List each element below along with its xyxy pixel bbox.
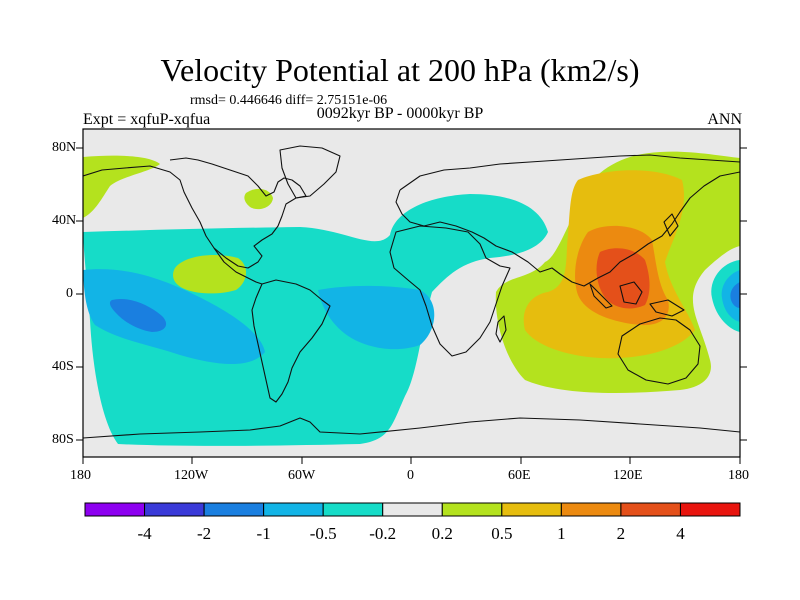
coast-japan xyxy=(663,213,679,237)
colorbar-box-7 xyxy=(501,502,562,517)
colorbar-box-5 xyxy=(382,502,443,517)
coastlines xyxy=(83,145,740,439)
coast-central-america xyxy=(213,247,263,285)
coast-north-america xyxy=(83,157,307,269)
contour-pos-0.2-north xyxy=(83,155,160,218)
lat-label-80s: 80S xyxy=(52,432,74,447)
colorbar-box-2 xyxy=(203,502,265,517)
colorbar-box-3 xyxy=(263,502,324,517)
colorbar-box-6 xyxy=(441,502,503,517)
coast-newguinea xyxy=(649,299,685,317)
colorbar-box-9 xyxy=(620,502,681,517)
colorbar-label-6: 0.5 xyxy=(491,524,513,543)
lat-label-80n: 80N xyxy=(52,140,77,155)
lat-label-40s: 40S xyxy=(52,359,74,374)
lon-label-60w: 60W xyxy=(288,468,316,483)
coast-antarctica xyxy=(83,417,740,439)
coast-borneo xyxy=(619,281,643,305)
axis-ticks xyxy=(76,147,747,464)
lon-label-120w: 120W xyxy=(174,468,209,483)
lon-label-120e: 120E xyxy=(613,468,643,483)
lon-label-60e: 60E xyxy=(508,468,531,483)
coast-sumatra xyxy=(589,283,613,309)
coast-australia xyxy=(617,317,701,385)
coast-africa xyxy=(389,225,511,357)
colorbar-label-1: -2 xyxy=(196,524,212,543)
colorbar-box-1 xyxy=(144,502,205,517)
period-label: 0092kyr BP - 0000kyr BP xyxy=(316,105,484,122)
colorbar-box-10 xyxy=(679,502,741,517)
lat-label-0: 0 xyxy=(66,286,73,301)
lon-label-180e: 180 xyxy=(728,468,749,483)
contour-neg-0.5-pacific xyxy=(83,269,265,365)
coast-madagascar xyxy=(495,315,507,343)
colorbar-label-9: 4 xyxy=(676,524,685,543)
colorbar-label-5: 0.2 xyxy=(431,524,453,543)
colorbar-label-3: -0.5 xyxy=(309,524,337,543)
colorbar-label-7: 1 xyxy=(557,524,566,543)
experiment-label: Expt = xqfuP-xqfua xyxy=(83,111,211,128)
colorbar-box-8 xyxy=(560,502,622,517)
coast-south-america xyxy=(251,279,331,403)
coast-greenland xyxy=(279,145,341,199)
coast-eurasia-north xyxy=(399,154,740,191)
colorbar-label-4: -0.2 xyxy=(369,524,397,543)
contour-neg-0.5-atlantic xyxy=(318,285,435,350)
rmsd-diff-stats: rmsd= 0.446646 diff= 2.75151e-06 xyxy=(190,93,388,108)
colorbar-box-4 xyxy=(322,502,384,517)
colorbar-label-2: -1 xyxy=(256,524,271,543)
colorbar-label-8: 2 xyxy=(616,524,626,543)
contour-neg-1-pacific xyxy=(109,298,167,332)
map-title: Velocity Potential at 200 hPa (km2/s) xyxy=(160,52,640,88)
lon-label-180w: 180 xyxy=(70,468,91,483)
colorbar-label-0: -4 xyxy=(137,524,152,543)
colorbar xyxy=(84,502,741,517)
colorbar-box-0 xyxy=(84,502,146,517)
contour-pos-2-maritime xyxy=(596,248,650,309)
season-label: ANN xyxy=(707,111,742,128)
lon-label-0: 0 xyxy=(407,468,414,483)
lat-label-40n: 40N xyxy=(52,213,77,228)
contour-neg-1-eastpacific xyxy=(730,282,740,308)
contour-pos-0.2-canada xyxy=(244,188,273,210)
